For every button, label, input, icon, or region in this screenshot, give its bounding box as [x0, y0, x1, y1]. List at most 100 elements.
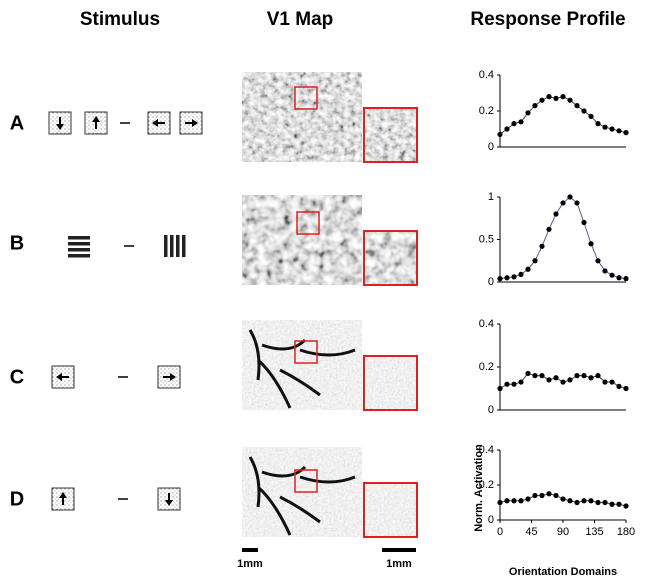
- grating-bar: [68, 242, 90, 246]
- point: [602, 500, 607, 505]
- x-tick-label: 135: [585, 526, 603, 538]
- y-tick-label: 0.4: [479, 318, 494, 330]
- point: [525, 371, 530, 376]
- point: [616, 384, 621, 389]
- grating-bar: [68, 254, 90, 258]
- point: [609, 273, 614, 278]
- point: [623, 276, 628, 281]
- point: [574, 500, 579, 505]
- point: [574, 103, 579, 108]
- scale-label: 1mm: [386, 558, 412, 570]
- inset-map: [364, 356, 417, 410]
- point: [595, 373, 600, 378]
- point: [567, 377, 572, 382]
- point: [609, 126, 614, 131]
- y-tick-label: 0: [488, 276, 494, 288]
- column-header: Response Profile: [470, 9, 625, 30]
- point: [497, 132, 502, 137]
- v1-map: [242, 72, 362, 162]
- point: [581, 373, 586, 378]
- point: [588, 375, 593, 380]
- grating-bar: [68, 248, 90, 252]
- point: [623, 386, 628, 391]
- x-tick-label: 90: [557, 526, 569, 538]
- point: [511, 498, 516, 503]
- point: [539, 244, 544, 249]
- point: [497, 500, 502, 505]
- point: [553, 96, 558, 101]
- point: [588, 241, 593, 246]
- grating-bar: [176, 235, 180, 257]
- point: [581, 498, 586, 503]
- point: [588, 498, 593, 503]
- point: [546, 491, 551, 496]
- point: [602, 379, 607, 384]
- y-tick-label: 0: [488, 141, 494, 153]
- point: [532, 373, 537, 378]
- grating-bar: [68, 236, 90, 240]
- point: [581, 220, 586, 225]
- x-tick-label: 180: [617, 526, 635, 538]
- point: [560, 496, 565, 501]
- point: [567, 98, 572, 103]
- point: [518, 119, 523, 124]
- point: [518, 379, 523, 384]
- point: [504, 498, 509, 503]
- grating-bar: [164, 235, 168, 257]
- row-label: D: [10, 488, 24, 510]
- point: [539, 493, 544, 498]
- point: [532, 258, 537, 263]
- point: [616, 128, 621, 133]
- y-tick-label: 0.2: [479, 105, 494, 117]
- grating-bar: [170, 235, 174, 257]
- point: [497, 276, 502, 281]
- column-header: Stimulus: [80, 9, 160, 30]
- inset-map: [364, 483, 417, 537]
- point: [623, 503, 628, 508]
- y-axis-label: Norm. Activation: [473, 444, 485, 532]
- point: [560, 379, 565, 384]
- point: [546, 227, 551, 232]
- point: [567, 194, 572, 199]
- point: [595, 258, 600, 263]
- figure: Stimulus V1 Map Response Profile A B C D…: [0, 0, 646, 578]
- point: [497, 386, 502, 391]
- point: [511, 274, 516, 279]
- x-tick-label: 45: [525, 526, 537, 538]
- point: [616, 275, 621, 280]
- point: [574, 373, 579, 378]
- point: [574, 200, 579, 205]
- point: [609, 502, 614, 507]
- point: [518, 498, 523, 503]
- point: [532, 493, 537, 498]
- point: [532, 103, 537, 108]
- point: [546, 377, 551, 382]
- point: [567, 498, 572, 503]
- point: [595, 500, 600, 505]
- point: [602, 125, 607, 130]
- point: [616, 502, 621, 507]
- point: [560, 200, 565, 205]
- inset-map: [364, 231, 417, 285]
- x-tick-label: 0: [497, 526, 503, 538]
- point: [602, 268, 607, 273]
- inset-map: [364, 108, 417, 162]
- point: [504, 382, 509, 387]
- point: [525, 267, 530, 272]
- point: [553, 375, 558, 380]
- point: [504, 275, 509, 280]
- point: [581, 108, 586, 113]
- point: [609, 379, 614, 384]
- point: [518, 272, 523, 277]
- scale-bar: [242, 548, 258, 552]
- y-tick-label: 0: [488, 514, 494, 526]
- point: [623, 130, 628, 135]
- point: [525, 110, 530, 115]
- y-tick-label: 0.5: [479, 233, 494, 245]
- point: [553, 211, 558, 216]
- point: [504, 126, 509, 131]
- point: [588, 114, 593, 119]
- point: [546, 94, 551, 99]
- point: [511, 121, 516, 126]
- scale-label: 1mm: [237, 558, 263, 570]
